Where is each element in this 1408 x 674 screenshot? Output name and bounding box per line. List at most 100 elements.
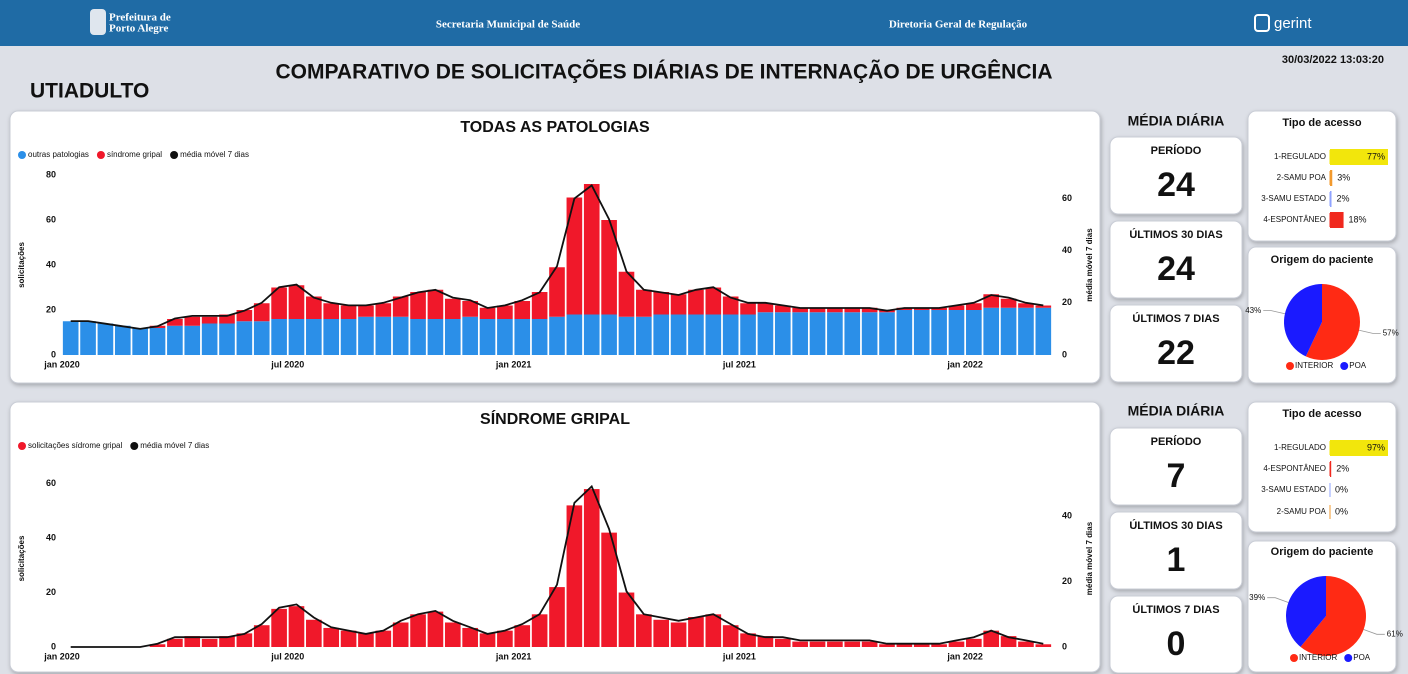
y2-tick-label: 0 [1062, 349, 1067, 359]
legend-marker [18, 151, 26, 159]
pie-slice [1305, 284, 1361, 361]
bar [549, 267, 565, 317]
bar [271, 319, 287, 355]
bar [827, 307, 843, 313]
bar [167, 319, 183, 326]
y-tick-label: 0 [51, 641, 56, 651]
bar [931, 644, 947, 647]
y-tick-label: 0 [51, 349, 56, 359]
bar [392, 296, 409, 317]
bar [271, 287, 287, 319]
bar [531, 319, 548, 355]
bar [1000, 298, 1017, 308]
bar [653, 314, 670, 355]
bar [896, 644, 913, 647]
bar [427, 319, 444, 355]
logo-text: Prefeitura de [109, 12, 171, 24]
kpi-label: ÚLTIMOS 7 DIAS [1132, 603, 1219, 616]
pie-slice [1300, 576, 1366, 657]
legend-marker [1290, 654, 1298, 662]
moving-average-line [70, 484, 1044, 648]
chart-panel [9, 401, 1101, 673]
access-value: 97% [1367, 442, 1385, 452]
bar [1018, 307, 1034, 355]
kpi-value: 1 [1167, 541, 1186, 579]
leader-line [1263, 310, 1286, 315]
y-tick-label: 60 [46, 478, 56, 488]
bar [653, 619, 670, 647]
bar [201, 638, 218, 647]
legend-label: síndrome gripal [107, 150, 162, 159]
bar [966, 303, 982, 310]
bar [497, 319, 513, 355]
legend-label: outras patologias [28, 150, 89, 159]
bar [792, 307, 808, 313]
kpi-value: 24 [1157, 166, 1195, 204]
legend-marker [1340, 362, 1349, 370]
bar [392, 316, 409, 355]
bar [722, 625, 739, 647]
y-tick-label: 40 [46, 532, 56, 542]
kpi-card [1109, 220, 1243, 299]
access-bar [1330, 149, 1388, 165]
bar [219, 323, 235, 355]
pie-label: 57% [1383, 328, 1399, 337]
bar [184, 325, 201, 355]
bar [97, 323, 114, 355]
chart-title: Origem do paciente [1271, 254, 1374, 266]
bar [618, 316, 635, 355]
bar [774, 305, 791, 313]
pie-slice [1284, 284, 1322, 357]
moving-average-line [70, 184, 1044, 330]
x-tick-label: jul 2020 [270, 651, 304, 661]
bar [601, 314, 617, 355]
access-value: 77% [1367, 151, 1385, 161]
bar [566, 505, 583, 647]
pie-label: 61% [1387, 629, 1403, 638]
bar [132, 328, 148, 355]
bar [149, 644, 166, 647]
timestamp: 30/03/2022 13:03:20 [1282, 54, 1384, 66]
leader-line [1363, 629, 1385, 635]
y-axis-label: solicitações [17, 535, 26, 581]
bar [809, 641, 826, 647]
bar [462, 627, 478, 647]
kpi-label: ÚLTIMOS 30 DIAS [1129, 228, 1222, 241]
bar [80, 321, 96, 355]
page-title: COMPARATIVO DE SOLICITAÇÕES DIÁRIAS DE I… [275, 60, 1052, 84]
bar [948, 310, 965, 355]
logo-icon [90, 9, 106, 35]
bar [323, 319, 340, 355]
bar [757, 303, 774, 313]
bar [879, 312, 895, 355]
bar [774, 638, 791, 647]
legend-marker [18, 442, 26, 450]
kpi-value: 7 [1167, 457, 1186, 495]
bar [201, 316, 218, 324]
bar [462, 316, 478, 355]
bar [149, 328, 166, 355]
bar [757, 312, 774, 355]
bar [114, 325, 131, 355]
x-tick-label: jan 2022 [946, 359, 983, 369]
legend-marker [96, 151, 105, 159]
bar [774, 312, 791, 355]
bar [444, 298, 461, 319]
access-label: 2-SAMU POA [1277, 173, 1327, 182]
access-panel [1247, 110, 1397, 242]
bar [375, 316, 392, 355]
access-bar [1330, 191, 1332, 207]
bar [427, 289, 444, 319]
x-tick-label: jul 2020 [270, 359, 304, 369]
bar [306, 619, 322, 647]
bar [583, 489, 600, 647]
bar [288, 606, 305, 647]
bar [601, 532, 617, 647]
bar [392, 622, 409, 647]
bar [1035, 644, 1052, 647]
y2-tick-label: 60 [1062, 193, 1072, 203]
bar [688, 314, 704, 355]
bar [705, 614, 722, 647]
bar [670, 294, 687, 315]
bar [636, 316, 652, 355]
